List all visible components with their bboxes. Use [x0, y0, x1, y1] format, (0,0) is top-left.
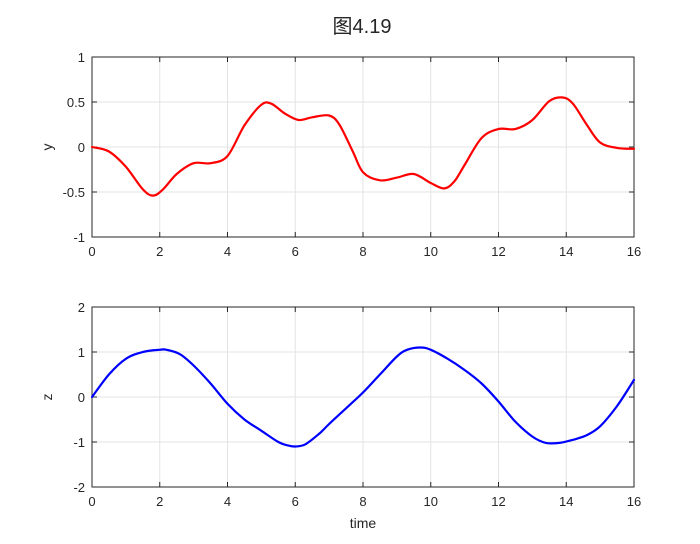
x-tick-label: 16 [627, 494, 641, 509]
y-tick-label: 1 [78, 50, 85, 65]
plot-panel-1: 0 2 4 6 8 10 12 14 16 -1 -0.5 0 0.5 1 y [39, 50, 641, 259]
x-tick-label: 4 [224, 244, 231, 259]
y-axis-label: y [39, 144, 55, 151]
y-tick-label: 2 [78, 300, 85, 315]
x-axis-label: time [350, 515, 377, 531]
x-tick-label: 8 [359, 244, 366, 259]
y-tick-label: 1 [78, 345, 85, 360]
y-tick-label: 0 [78, 390, 85, 405]
x-tick-label: 12 [491, 494, 505, 509]
x-tick-label: 10 [424, 494, 438, 509]
series-line-1 [90, 346, 636, 448]
y-tick-label: 0 [78, 140, 85, 155]
x-tick-label: 6 [292, 494, 299, 509]
x-tick-label: 10 [424, 244, 438, 259]
series-line-1 [90, 96, 636, 197]
x-tick-label: 14 [559, 494, 573, 509]
y-tick-label: -1 [73, 435, 85, 450]
x-tick-label: 12 [491, 244, 505, 259]
figure-title: 图4.19 [333, 16, 392, 38]
y-tick-label: -1 [73, 230, 85, 245]
x-tick-label: 4 [224, 494, 231, 509]
x-tick-label: 2 [156, 244, 163, 259]
x-tick-label: 0 [88, 494, 95, 509]
x-tick-label: 16 [627, 244, 641, 259]
y-tick-label: -2 [73, 480, 85, 495]
x-tick-label: 0 [88, 244, 95, 259]
x-tick-label: 8 [359, 494, 366, 509]
y-tick-label: 0.5 [67, 95, 85, 110]
x-tick-label: 2 [156, 494, 163, 509]
x-tick-label: 6 [292, 244, 299, 259]
y-axis-label: z [39, 394, 55, 401]
y-tick-label: -0.5 [63, 185, 85, 200]
x-tick-label: 14 [559, 244, 573, 259]
